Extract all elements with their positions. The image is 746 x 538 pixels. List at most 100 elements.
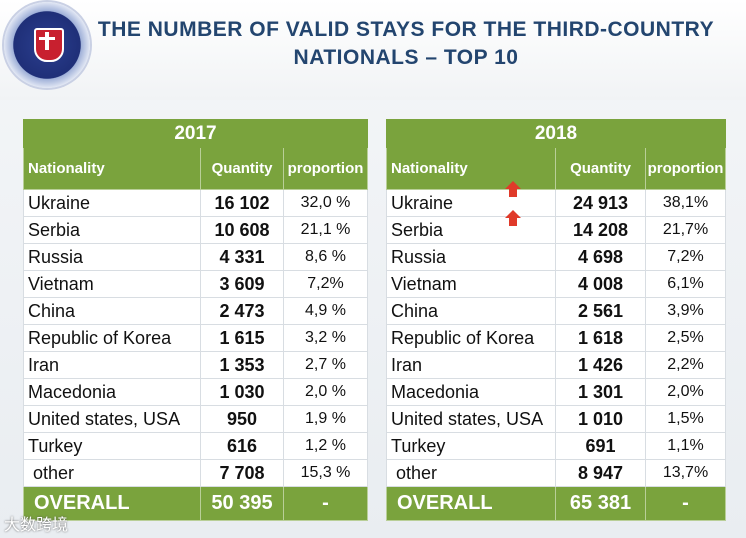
row-nationality: Macedonia [23, 378, 201, 406]
total-label: OVERALL [386, 486, 556, 521]
row-nationality: Iran [23, 351, 201, 379]
row-proportion: 7,2% [283, 270, 368, 298]
row-nationality: Turkey [23, 432, 201, 460]
row-quantity: 14 208 [555, 216, 646, 244]
row-proportion: 2,0% [645, 378, 726, 406]
table-year: 2018 [386, 119, 726, 148]
row-proportion: 13,7% [645, 459, 726, 487]
row-proportion: 8,6 % [283, 243, 368, 271]
row-quantity: 2 473 [200, 297, 284, 325]
table-row: Vietnam 3 609 7,2% [23, 270, 368, 298]
row-proportion: 3,2 % [283, 324, 368, 352]
table-row: Russia 4 698 7,2% [386, 243, 726, 271]
row-nationality: Serbia [386, 216, 556, 244]
row-quantity: 1 618 [555, 324, 646, 352]
row-proportion: 2,0 % [283, 378, 368, 406]
table-row: Ukraine 16 102 32,0 % [23, 189, 368, 217]
row-nationality: Iran [386, 351, 556, 379]
slide-title-line1: THE NUMBER OF VALID STAYS FOR THE THIRD-… [97, 18, 715, 41]
row-quantity: 4 698 [555, 243, 646, 271]
table-row: United states, USA 1 010 1,5% [386, 405, 726, 433]
table-row: Serbia 14 208 21,7% [386, 216, 726, 244]
row-nationality: Russia [386, 243, 556, 271]
table-body: Ukraine 24 913 38,1% Serbia 14 208 21,7% Russi… [386, 189, 726, 487]
row-quantity: 1 353 [200, 351, 284, 379]
table-row: Turkey 691 1,1% [386, 432, 726, 460]
up-arrow-icon [505, 181, 521, 197]
row-proportion: 6,1% [645, 270, 726, 298]
header-proportion: proportion [645, 147, 726, 190]
row-nationality: China [386, 297, 556, 325]
row-proportion: 2,2% [645, 351, 726, 379]
row-proportion: 2,7 % [283, 351, 368, 379]
row-nationality: Ukraine [23, 189, 201, 217]
row-proportion: 1,1% [645, 432, 726, 460]
header-quantity: Quantity [200, 147, 284, 190]
row-proportion: 1,9 % [283, 405, 368, 433]
row-quantity: 950 [200, 405, 284, 433]
row-nationality: Macedonia [386, 378, 556, 406]
table-2018: 2018 Nationality Quantity proportion Ukr… [386, 119, 726, 521]
table-row: China 2 473 4,9 % [23, 297, 368, 325]
table-row: other 7 708 15,3 % [23, 459, 368, 487]
row-quantity: 1 426 [555, 351, 646, 379]
row-quantity: 1 301 [555, 378, 646, 406]
total-quantity: 65 381 [555, 486, 646, 521]
table-row: Macedonia 1 301 2,0% [386, 378, 726, 406]
row-quantity: 1 615 [200, 324, 284, 352]
row-proportion: 1,5% [645, 405, 726, 433]
table-2017: 2017 Nationality Quantity proportion Ukr… [23, 119, 368, 521]
row-nationality: Vietnam [23, 270, 201, 298]
row-proportion: 7,2% [645, 243, 726, 271]
row-nationality: Serbia [23, 216, 201, 244]
header-nationality: Nationality [386, 147, 556, 190]
watermark-text: 大数跨境 [4, 517, 69, 534]
table-row: Iran 1 353 2,7 % [23, 351, 368, 379]
row-nationality: Russia [23, 243, 201, 271]
row-quantity: 24 913 [555, 189, 646, 217]
header-band [0, 0, 746, 100]
table-row: Serbia 10 608 21,1 % [23, 216, 368, 244]
row-nationality: other [23, 459, 201, 487]
slide-title: THE NUMBER OF VALID STAYS FOR THE THIRD-… [96, 16, 716, 72]
total-quantity: 50 395 [200, 486, 284, 521]
row-nationality: Republic of Korea [23, 324, 201, 352]
row-nationality: United states, USA [386, 405, 556, 433]
row-quantity: 616 [200, 432, 284, 460]
up-arrow-icon [505, 210, 521, 226]
row-quantity: 10 608 [200, 216, 284, 244]
table-body: Ukraine 16 102 32,0 % Serbia 10 608 21,1 % Rus… [23, 189, 368, 487]
row-quantity: 691 [555, 432, 646, 460]
table-row: China 2 561 3,9% [386, 297, 726, 325]
row-proportion: 3,9% [645, 297, 726, 325]
table-row: Republic of Korea 1 618 2,5% [386, 324, 726, 352]
table-row: Macedonia 1 030 2,0 % [23, 378, 368, 406]
total-label: OVERALL [23, 486, 201, 521]
row-quantity: 1 030 [200, 378, 284, 406]
header-nationality: Nationality [23, 147, 201, 190]
table-year: 2017 [23, 119, 368, 148]
table-row: Iran 1 426 2,2% [386, 351, 726, 379]
header-proportion: proportion [283, 147, 368, 190]
row-nationality: other [386, 459, 556, 487]
total-proportion: - [645, 486, 726, 521]
row-nationality: Ukraine [386, 189, 556, 217]
total-proportion: - [283, 486, 368, 521]
table-row: Russia 4 331 8,6 % [23, 243, 368, 271]
row-nationality: Republic of Korea [386, 324, 556, 352]
row-proportion: 4,9 % [283, 297, 368, 325]
row-quantity: 8 947 [555, 459, 646, 487]
row-nationality: China [23, 297, 201, 325]
shield-icon [34, 28, 64, 62]
slide-title-line2: NATIONALS – TOP 10 [293, 46, 519, 69]
table-row: Republic of Korea 1 615 3,2 % [23, 324, 368, 352]
table-row: Ukraine 24 913 38,1% [386, 189, 726, 217]
header-quantity: Quantity [555, 147, 646, 190]
row-proportion: 2,5% [645, 324, 726, 352]
row-quantity: 7 708 [200, 459, 284, 487]
row-quantity: 1 010 [555, 405, 646, 433]
row-proportion: 38,1% [645, 189, 726, 217]
row-proportion: 32,0 % [283, 189, 368, 217]
police-emblem-logo [4, 2, 90, 88]
table-row: Turkey 616 1,2 % [23, 432, 368, 460]
